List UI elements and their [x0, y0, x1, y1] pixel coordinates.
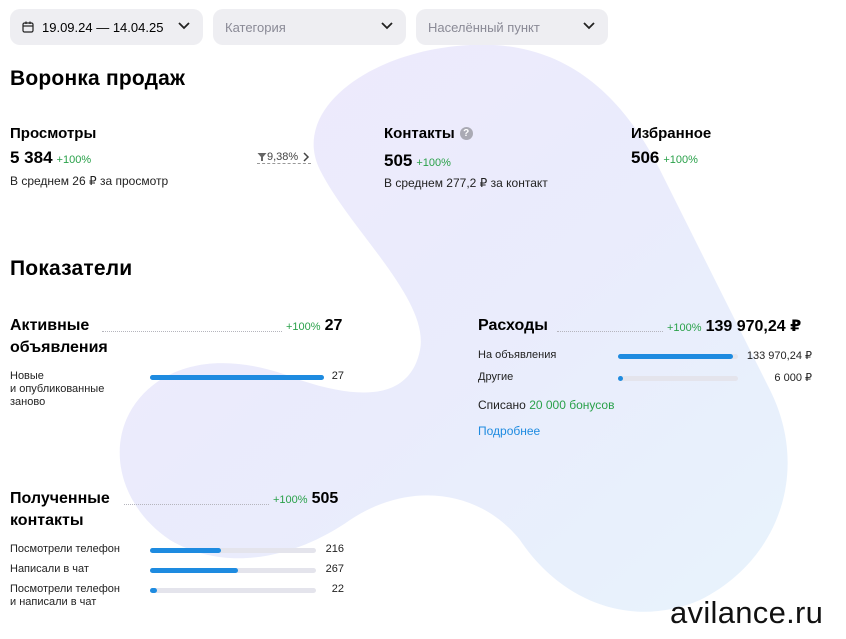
contacts-row-label: Написали в чат [10, 563, 89, 575]
locality-placeholder: Населённый пункт [428, 19, 540, 35]
views-sub: В среднем 26 ₽ за просмотр [10, 174, 169, 188]
dotted-leader [124, 504, 269, 505]
indicators-title: Показатели [10, 257, 133, 280]
date-range-value: 19.09.24 — 14.04.25 [42, 19, 164, 35]
contacts-received-metric: +100% 505 [273, 490, 338, 508]
expenses-title: Расходы [478, 317, 548, 334]
funnel-title: Воронка продаж [10, 67, 186, 90]
conversion-value: 9,38% [267, 151, 299, 163]
active-ads-bar [150, 375, 324, 380]
contacts-label-wrap: Контакты? [384, 125, 473, 142]
contacts-row-value: 267 [325, 563, 344, 575]
dotted-leader [557, 331, 663, 332]
calendar-icon [22, 21, 34, 33]
active-ads-title: Активные объявления [10, 315, 108, 359]
active-ads-bar-fill [150, 375, 324, 380]
views-metric: 5 384 +100% [10, 148, 91, 168]
filter-funnel-icon [257, 153, 267, 161]
contacts-received-title-line1: Полученные [10, 490, 110, 507]
expenses-other-bar-fill [618, 376, 624, 381]
expenses-metric: +100% 139 970,24 ₽ [667, 316, 801, 336]
contacts-chat-bar [150, 568, 316, 573]
help-icon[interactable]: ? [459, 127, 473, 140]
contacts-sub: В среднем 277,2 ₽ за контакт [384, 176, 548, 190]
favorites-label: Избранное [631, 125, 712, 142]
contacts-received-change: +100% [273, 494, 308, 506]
active-ads-value: 27 [324, 317, 343, 334]
contacts-label: Контакты [384, 125, 455, 142]
contacts-both-bar-fill [150, 588, 158, 593]
row-label-line: Посмотрели телефон [10, 583, 120, 595]
chevron-right-icon [303, 152, 310, 162]
active-ads-row-value: 27 [331, 370, 344, 382]
row-label-line: и написали в чат [10, 596, 97, 608]
contacts-row-value: 22 [331, 583, 344, 595]
expenses-other-bar [618, 376, 738, 381]
row-label-line: и опубликованные [10, 383, 105, 395]
row-label-line: заново [10, 396, 46, 408]
expenses-row-label: На объявления [478, 349, 557, 361]
row-label-line: Новые [10, 370, 44, 382]
views-value: 5 384 [10, 148, 53, 167]
expenses-value: 139 970,24 ₽ [705, 318, 802, 335]
active-ads-title-line1: Активные [10, 317, 90, 334]
active-ads-title-line2: объявления [10, 339, 108, 356]
conversion-link[interactable]: 9,38% [257, 151, 312, 164]
date-range-filter[interactable]: 19.09.24 — 14.04.25 [10, 9, 203, 45]
written-off-text: Списано 20 000 бонусов [478, 398, 614, 412]
expenses-row-value: 6 000 ₽ [774, 372, 812, 384]
chevron-down-icon [583, 22, 595, 30]
contacts-metric: 505 +100% [384, 151, 451, 171]
contacts-phone-bar-fill [150, 548, 222, 553]
favorites-metric: 506 +100% [631, 148, 698, 168]
expenses-ads-bar-fill [618, 354, 733, 359]
bonus-amount: 20 000 бонусов [529, 398, 615, 412]
written-off-prefix: Списано [478, 398, 526, 412]
contacts-received-title-line2: контакты [10, 512, 84, 529]
active-ads-row-label: Новые и опубликованные заново [10, 370, 104, 409]
expenses-row-value: 133 970,24 ₽ [746, 350, 812, 362]
contacts-received-title: Полученные контакты [10, 488, 110, 532]
active-ads-metric: +100% 27 [286, 317, 342, 335]
chevron-down-icon [381, 22, 393, 30]
category-placeholder: Категория [225, 19, 286, 35]
contacts-chat-bar-fill [150, 568, 238, 573]
expenses-row-label: Другие [478, 371, 514, 383]
expenses-ads-bar [618, 354, 738, 359]
contacts-change: +100% [416, 157, 451, 169]
contacts-row-value: 216 [325, 543, 344, 555]
active-ads-change: +100% [286, 321, 321, 333]
contacts-phone-bar [150, 548, 316, 553]
contacts-row-label: Посмотрели телефон и написали в чат [10, 583, 120, 609]
expenses-change: +100% [667, 322, 702, 334]
contacts-row-label: Посмотрели телефон [10, 543, 120, 555]
favorites-change: +100% [663, 154, 698, 166]
dotted-leader [102, 331, 282, 332]
views-change: +100% [56, 154, 92, 166]
contacts-both-bar [150, 588, 316, 593]
category-filter[interactable]: Категория [213, 9, 406, 45]
favorites-value: 506 [631, 148, 660, 167]
locality-filter[interactable]: Населённый пункт [416, 9, 608, 45]
watermark-site: avilance.ru [670, 595, 824, 630]
views-label: Просмотры [10, 125, 97, 142]
contacts-value: 505 [384, 151, 413, 170]
details-link[interactable]: Подробнее [478, 424, 541, 438]
contacts-received-value: 505 [311, 490, 339, 507]
chevron-down-icon [178, 22, 190, 30]
